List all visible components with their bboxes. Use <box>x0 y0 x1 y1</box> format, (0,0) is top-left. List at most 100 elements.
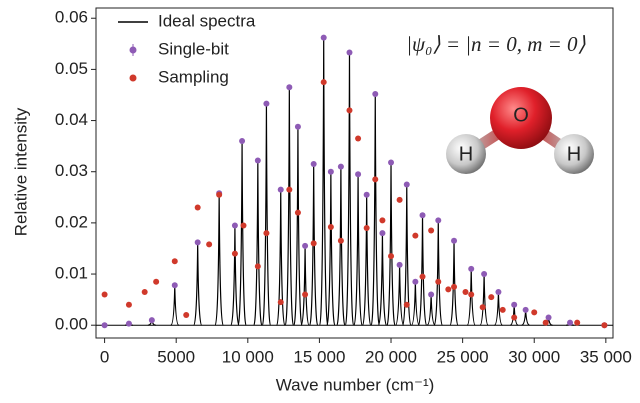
data-point <box>239 138 246 145</box>
x-tick-label: 10 000 <box>222 347 274 366</box>
data-point <box>451 237 458 244</box>
data-point <box>511 314 518 321</box>
data-point <box>206 241 213 248</box>
data-point <box>363 225 370 231</box>
spectrum-peak <box>237 141 247 326</box>
data-point <box>372 176 379 183</box>
atom-label: O <box>513 104 529 126</box>
spectrum-peak <box>300 245 310 326</box>
data-point <box>488 294 495 301</box>
data-point <box>511 301 518 308</box>
data-point <box>495 288 502 295</box>
x-axis-label: Wave number (cm⁻¹) <box>276 375 435 394</box>
data-point <box>379 217 386 224</box>
x-tick-label: 20 000 <box>365 347 417 366</box>
data-point <box>346 49 353 56</box>
data-point <box>419 212 426 219</box>
data-point <box>277 186 284 193</box>
data-point <box>263 230 270 237</box>
spectrum-peak <box>284 87 294 326</box>
data-point <box>148 317 155 324</box>
spectrum-peak <box>336 166 346 326</box>
spectrum-peak <box>479 274 489 326</box>
data-point <box>294 123 301 130</box>
data-point <box>428 291 435 298</box>
data-point <box>412 278 419 285</box>
x-tick-label: 25 000 <box>437 347 489 366</box>
spectrum-peak <box>214 193 224 326</box>
data-point <box>327 223 334 230</box>
data-point <box>363 191 370 198</box>
data-point <box>574 319 581 326</box>
data-point <box>254 263 261 270</box>
data-point <box>379 230 386 237</box>
spectrum-peak <box>353 174 363 326</box>
data-point <box>479 304 486 311</box>
data-point <box>545 314 552 321</box>
legend-label: Sampling <box>158 67 229 86</box>
data-point <box>153 278 160 285</box>
atom-label: H <box>459 143 473 165</box>
data-point <box>194 239 201 246</box>
data-point <box>125 320 132 327</box>
data-point <box>263 100 270 107</box>
y-tick-label: 0.05 <box>55 59 88 78</box>
y-tick-label: 0.02 <box>55 212 88 231</box>
data-point <box>412 232 419 239</box>
data-point <box>310 161 317 168</box>
hydrogen-atom <box>554 134 594 174</box>
spectrum-peak <box>386 162 396 326</box>
y-tick-label: 0.00 <box>55 315 88 334</box>
data-point <box>286 186 293 193</box>
data-point <box>194 204 201 211</box>
y-tick-label: 0.04 <box>55 110 88 129</box>
data-point <box>567 319 574 326</box>
data-point <box>337 237 344 244</box>
spectrum-peak <box>170 285 180 326</box>
data-point <box>355 171 362 178</box>
legend-label: Single-bit <box>158 39 229 58</box>
y-tick-label: 0.01 <box>55 264 88 283</box>
spectrum-peak <box>417 215 428 326</box>
spectrum-peak <box>395 264 405 326</box>
data-point <box>435 217 442 224</box>
data-point <box>403 301 410 308</box>
data-point <box>428 227 435 234</box>
data-point <box>171 282 178 289</box>
data-point <box>445 286 452 293</box>
data-point <box>125 301 132 308</box>
data-point <box>337 163 344 170</box>
data-point <box>101 322 108 329</box>
data-point <box>468 291 475 298</box>
data-point <box>294 209 301 216</box>
data-point <box>183 311 190 318</box>
spectrum-peak <box>293 126 303 326</box>
data-point <box>542 319 549 326</box>
y-axis-label: Relative intensity <box>11 107 30 236</box>
data-point <box>403 181 410 188</box>
spectrum-peak <box>230 225 240 326</box>
legend-label: Ideal spectra <box>158 11 256 30</box>
data-point <box>254 157 261 164</box>
hydrogen-atom <box>446 134 486 174</box>
data-point <box>302 242 309 249</box>
spectrum-peak <box>449 240 459 326</box>
x-tick-label: 0 <box>100 347 109 366</box>
data-point <box>240 222 247 229</box>
plot-frame <box>95 7 614 339</box>
data-point <box>231 222 238 229</box>
data-point <box>388 159 395 166</box>
spectrum-peak <box>261 103 272 326</box>
data-point <box>468 265 475 272</box>
oxygen-atom <box>490 87 552 149</box>
data-point <box>522 306 529 313</box>
data-point <box>372 90 379 97</box>
y-tick-label: 0.06 <box>55 8 88 27</box>
spectrum-peak <box>410 281 420 326</box>
data-point <box>171 258 178 265</box>
spectrum-peak <box>426 294 436 326</box>
spectrum-peak <box>326 171 336 326</box>
data-point <box>310 240 317 247</box>
spectrum-peak <box>253 160 263 326</box>
